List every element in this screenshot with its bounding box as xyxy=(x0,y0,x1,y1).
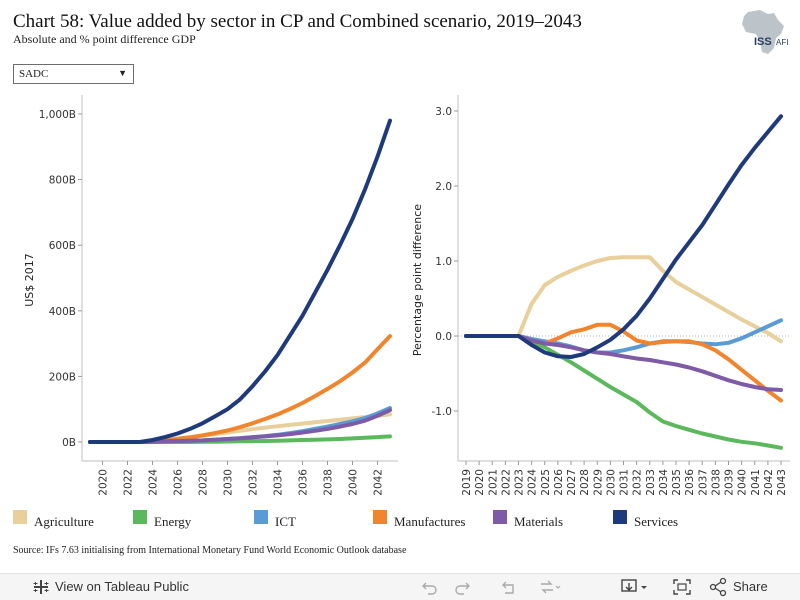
download-icon xyxy=(621,579,647,592)
absolute-chart-xtick-label: 2038 xyxy=(323,469,335,496)
legend-label-agriculture: Agriculture xyxy=(34,514,94,529)
difference-chart-xtick-label: 2022 xyxy=(500,469,512,496)
source-note: Source: IFs 7.63 initialising from Inter… xyxy=(13,545,407,556)
difference-chart-xtick-label: 2037 xyxy=(697,469,709,496)
difference-chart-xtick-label: 2039 xyxy=(724,469,736,496)
redo-icon xyxy=(455,582,470,595)
share-label: Share xyxy=(733,579,768,594)
absolute-chart-xtick-label: 2030 xyxy=(223,469,235,496)
difference-chart-series-energy xyxy=(464,334,783,450)
legend-swatch-ict xyxy=(254,510,268,524)
view-on-tableau-label: View on Tableau Public xyxy=(55,579,189,594)
difference-chart-ytick-label: 0.0 xyxy=(435,331,452,343)
absolute-chart-xtick-label: 2020 xyxy=(98,469,110,496)
absolute-chart-xtick-label: 2022 xyxy=(123,469,135,496)
difference-chart-series-services xyxy=(464,114,783,359)
legend-swatch-materials xyxy=(493,510,507,524)
difference-chart-xtick-label: 2034 xyxy=(658,469,670,496)
dropdown-arrow-icon: ▼ xyxy=(118,68,127,78)
difference-chart-xtick-label: 2041 xyxy=(750,469,762,496)
difference-chart-xtick-label: 2023 xyxy=(514,469,526,496)
difference-chart-xtick-label: 2020 xyxy=(474,469,486,496)
absolute-chart-ytick-label: 400B xyxy=(49,306,76,318)
view-on-tableau-button[interactable]: View on Tableau Public xyxy=(33,577,203,597)
legend-swatch-energy xyxy=(133,510,147,524)
legend-label-ict: ICT xyxy=(275,514,296,529)
revert-button[interactable] xyxy=(500,577,520,597)
difference-chart-xtick-label: 2038 xyxy=(710,469,722,496)
difference-chart-xtick-label: 2032 xyxy=(632,469,644,496)
legend-label-materials: Materials xyxy=(514,514,564,529)
difference-chart-y-axis-title: Percentage point difference xyxy=(411,204,424,356)
difference-chart-ytick-label: -1.0 xyxy=(432,406,453,418)
difference-chart-xtick-label: 2027 xyxy=(566,469,578,496)
legend-swatch-manufactures xyxy=(373,510,387,524)
chart-title: Chart 58: Value added by sector in CP an… xyxy=(13,11,582,32)
region-filter-value: SADC xyxy=(19,68,49,80)
difference-chart-ytick-label: 1.0 xyxy=(435,256,452,268)
iss-afi-logo: ISS AFI xyxy=(734,8,794,58)
absolute-chart-xtick-label: 2036 xyxy=(298,469,310,496)
legend-label-services: Services xyxy=(634,514,679,529)
absolute-chart-xtick-label: 2024 xyxy=(148,469,160,496)
absolute-chart-xtick-label: 2042 xyxy=(373,469,385,496)
absolute-chart-ytick-label: 600B xyxy=(49,240,76,252)
absolute-chart-ytick-label: 0B xyxy=(62,437,76,449)
absolute-chart-xtick-label: 2028 xyxy=(198,469,210,496)
difference-chart-xtick-label: 2040 xyxy=(737,469,749,496)
share-icon xyxy=(709,577,727,597)
absolute-chart-xtick-label: 2034 xyxy=(273,469,285,496)
share-button[interactable]: Share xyxy=(708,577,778,597)
legend-swatch-services xyxy=(613,510,627,524)
difference-chart-ytick-label: 2.0 xyxy=(435,181,452,193)
africa-map-icon xyxy=(742,10,784,54)
absolute-chart-ytick-label: 800B xyxy=(49,175,76,187)
legend: Agriculture Energy ICT Manufactures Mate… xyxy=(0,506,800,530)
legend-swatch-agriculture xyxy=(13,510,27,524)
legend-label-energy: Energy xyxy=(154,514,192,529)
undo-button[interactable] xyxy=(420,577,440,597)
region-filter-select[interactable]: SADC ▼ xyxy=(13,64,134,84)
undo-icon xyxy=(422,582,437,595)
difference-chart-xtick-label: 2024 xyxy=(527,469,539,496)
difference-chart-xtick-label: 2035 xyxy=(671,469,683,496)
absolute-chart-xtick-label: 2032 xyxy=(248,469,260,496)
tableau-logo-icon xyxy=(33,580,49,594)
difference-chart-xtick-label: 2028 xyxy=(579,469,591,496)
difference-chart-xtick-label: 2043 xyxy=(776,469,788,496)
absolute-chart-xtick-label: 2040 xyxy=(348,469,360,496)
absolute-chart-ytick-label: 200B xyxy=(49,371,76,383)
absolute-chart-xtick-label: 2026 xyxy=(173,469,185,496)
refresh-icon xyxy=(541,580,561,594)
difference-chart-xtick-label: 2019 xyxy=(461,469,473,496)
absolute-chart-y-axis-title: US$ 2017 xyxy=(23,253,36,307)
difference-chart-ytick-label: 3.0 xyxy=(435,106,452,118)
logo-text-2: AFI xyxy=(776,38,788,47)
chart-subtitle: Absolute and % point difference GDP xyxy=(13,32,196,46)
difference-chart-xtick-label: 2036 xyxy=(684,469,696,496)
fullscreen-icon xyxy=(673,579,691,595)
difference-chart-xtick-label: 2026 xyxy=(553,469,565,496)
difference-chart-xtick-label: 2031 xyxy=(619,469,631,496)
logo-text: ISS xyxy=(754,36,772,48)
fullscreen-button[interactable] xyxy=(672,577,692,597)
tableau-toolbar: View on Tableau Public Share xyxy=(0,573,800,600)
pause-button[interactable] xyxy=(537,577,561,597)
difference-chart-xtick-label: 2029 xyxy=(592,469,604,496)
difference-chart-xtick-label: 2030 xyxy=(605,469,617,496)
difference-chart-xtick-label: 2033 xyxy=(645,469,657,496)
difference-chart-xtick-label: 2021 xyxy=(487,469,499,496)
absolute-chart-series-services xyxy=(88,118,392,444)
download-button[interactable] xyxy=(620,577,652,597)
legend-label-manufactures: Manufactures xyxy=(394,514,466,529)
difference-chart-xtick-label: 2025 xyxy=(540,469,552,496)
revert-icon xyxy=(502,581,514,594)
absolute-chart-ytick-label: 1,000B xyxy=(39,109,76,121)
redo-button[interactable] xyxy=(452,577,472,597)
difference-chart-xtick-label: 2042 xyxy=(763,469,775,496)
